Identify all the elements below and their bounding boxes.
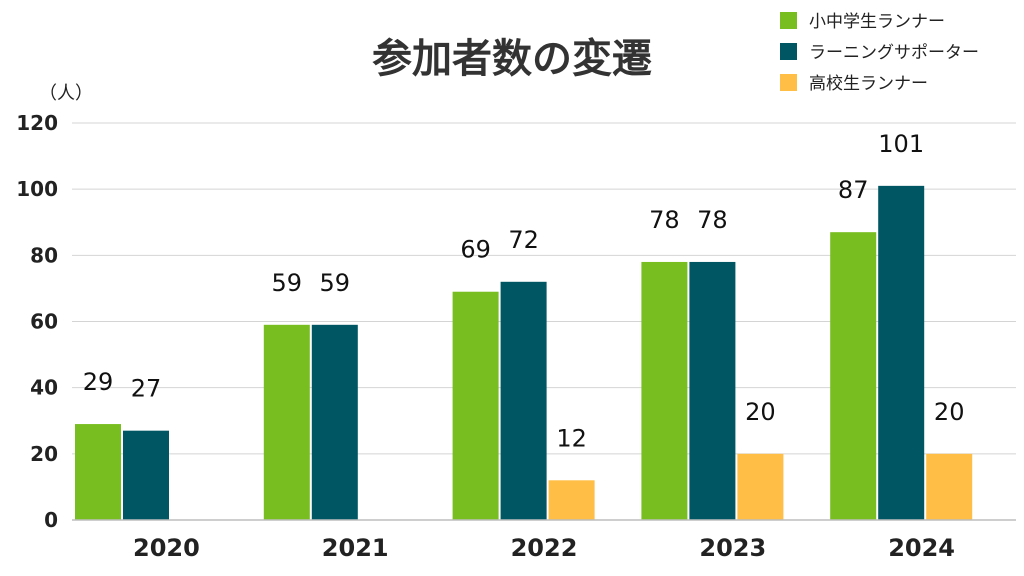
bar-2021-series-2 [311,324,358,520]
x-tick-label-2022: 2022 [511,534,578,562]
data-label-2023-series-3: 20 [745,398,776,426]
y-tick-label-40: 40 [30,376,58,400]
y-tick-label-100: 100 [16,177,58,201]
data-labels: 29 27 59 59 69 72 12 78 78 20 87 101 20 [83,130,965,452]
x-tick-label-2024: 2024 [888,534,955,562]
bar-2020-series-1 [75,424,121,520]
legend-label-series-3: 高校生ランナー [809,74,928,94]
data-label-2023-series-1: 78 [649,206,680,234]
y-tick-label-80: 80 [30,243,58,267]
bars [75,185,973,521]
legend-swatch-series-1 [780,12,797,29]
bar-2022-series-3 [548,480,595,520]
chart-title: 参加者数の変遷 [372,36,652,82]
y-tick-label-120: 120 [16,111,58,135]
bar-2023-series-2 [689,261,736,520]
bar-2020-series-2 [123,430,169,520]
data-label-2021-series-1: 59 [272,269,303,297]
data-label-2020-series-1: 29 [83,368,114,396]
bar-2021-series-1 [263,324,310,520]
data-label-2022-series-2: 72 [508,226,539,254]
y-tick-label-60: 60 [30,310,58,334]
bar-2024-series-1 [830,232,877,521]
data-label-2024-series-3: 20 [934,398,965,426]
data-label-2023-series-2: 78 [697,206,728,234]
bar-2023-series-3 [737,453,784,520]
legend-swatch-series-2 [780,43,797,60]
data-label-2024-series-2: 101 [878,130,924,158]
data-label-2022-series-1: 69 [460,236,491,264]
y-tick-label-20: 20 [30,442,58,466]
data-label-2022-series-3: 12 [556,424,587,452]
bar-2024-series-3 [926,453,973,520]
y-axis-unit-label: （人） [39,83,93,104]
bar-2022-series-2 [500,281,547,520]
x-tick-label-2021: 2021 [322,534,389,562]
data-label-2021-series-2: 59 [320,269,351,297]
data-label-2020-series-2: 27 [131,375,162,403]
data-label-2024-series-1: 87 [838,176,869,204]
legend-swatch-series-3 [780,74,797,91]
y-tick-label-0: 0 [44,508,58,532]
bar-2022-series-1 [452,291,499,520]
x-tick-label-2023: 2023 [699,534,766,562]
legend-label-series-2: ラーニングサポーター [809,43,979,63]
legend-label-series-1: 小中学生ランナー [809,12,945,32]
bar-2023-series-1 [641,261,688,520]
x-tick-label-2020: 2020 [133,534,200,562]
bar-2024-series-2 [878,185,925,520]
